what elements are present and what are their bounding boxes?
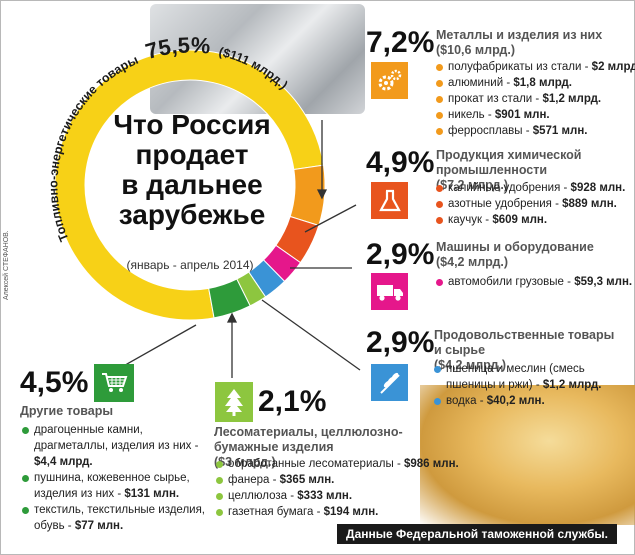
title-line: продает	[135, 139, 249, 170]
list-item: текстиль, текстильные изделия, обувь - $…	[22, 502, 212, 534]
metals-title: Металлы и изделия из них ($10,6 млрд.)	[436, 28, 626, 58]
food-leader-line	[261, 299, 361, 371]
donut-slice	[208, 278, 251, 319]
food-pct: 2,9%	[366, 326, 435, 359]
machines-title: Машины и оборудование ($4,2 млрд.)	[436, 240, 626, 270]
machines-title-text: Машины и оборудование	[436, 240, 594, 254]
chem-list: калийные удобрения - $928 млн. азотные у…	[436, 180, 625, 228]
donut-slice	[54, 49, 325, 321]
other-leader-line	[119, 324, 197, 369]
food-sum: ($4,2 млрд.)	[434, 358, 507, 372]
machines-list: автомобили грузовые - $59,3 млн.	[436, 274, 632, 290]
forest-pct: 2,1%	[258, 385, 327, 418]
list-item: алюминий - $1,8 млрд.	[436, 75, 635, 91]
food-list: пшеница и меслин (смесь пшеницы и ржи) -…	[434, 361, 635, 409]
author-credit: Алексей СТЕФАНОВ.	[3, 230, 10, 300]
chem-title: Продукция химической промышленности ($7,…	[436, 148, 626, 193]
forest-sum: ($3 млрд.)	[214, 455, 276, 469]
list-item: никель - $901 млн.	[436, 107, 635, 123]
list-item: драгоценные камни, драгметаллы, изделия …	[22, 422, 212, 470]
other-title: Другие товары	[20, 404, 114, 418]
chart-title: Что Россия продает в дальнее зарубежье	[92, 110, 292, 230]
list-item: калийные удобрения - $928 млн.	[436, 180, 625, 196]
list-item: автомобили грузовые - $59,3 млн.	[436, 274, 632, 290]
metals-title-text: Металлы и изделия из них	[436, 28, 603, 42]
list-item: пшеница и меслин (смесь пшеницы и ржи) -…	[434, 361, 635, 393]
truck-icon	[371, 273, 408, 310]
list-item: полуфабрикаты из стали - $2 млрд.	[436, 59, 635, 75]
wheat-image	[420, 385, 635, 525]
chem-pct: 4,9%	[366, 146, 435, 179]
metals-pct: 7,2%	[366, 26, 435, 59]
list-item: газетная бумага - $194 млн.	[216, 504, 459, 520]
forest-list: обработанные лесоматериалы - $986 млн. ф…	[216, 456, 459, 520]
list-item: азотные удобрения - $889 млн.	[436, 196, 625, 212]
flask-icon	[371, 182, 408, 219]
forest-title-text: Лесоматериалы, целлюлозно-бумажные издел…	[214, 425, 403, 454]
gears-icon	[371, 62, 408, 99]
other-list: драгоценные камни, драгметаллы, изделия …	[22, 422, 212, 534]
list-item: фанера - $365 млн.	[216, 472, 459, 488]
title-line: в дальнее	[121, 169, 263, 200]
food-title: Продовольственные товары и сырье ($4,2 м…	[434, 328, 624, 373]
metals-list: полуфабрикаты из стали - $2 млрд. алюмин…	[436, 59, 635, 139]
title-line: зарубежье	[118, 199, 266, 230]
machines-sum: ($4,2 млрд.)	[436, 255, 509, 269]
cart-icon	[94, 364, 134, 402]
period-label: (январь - апрель 2014)	[126, 258, 254, 272]
chem-sum: ($7,2 млрд.)	[436, 178, 509, 192]
other-pct: 4,5%	[20, 366, 89, 399]
metals-sum: ($10,6 млрд.)	[436, 43, 515, 57]
food-title-text: Продовольственные товары и сырье	[434, 328, 615, 357]
list-item: прокат из стали - $1,2 млрд.	[436, 91, 635, 107]
metals-leader-arrow	[316, 189, 328, 200]
list-item: ферросплавы - $571 млн.	[436, 123, 635, 139]
list-item: водка - $40,2 млн.	[434, 393, 635, 409]
chem-title-text: Продукция химической промышленности	[436, 148, 582, 177]
list-item: целлюлоза - $333 млн.	[216, 488, 459, 504]
chem-leader-line	[304, 204, 357, 233]
source-note: Данные Федеральной таможенной службы.	[337, 524, 617, 544]
list-item: обработанные лесоматериалы - $986 млн.	[216, 456, 459, 472]
wheat-icon	[371, 364, 408, 401]
forest-leader-arrow	[226, 312, 238, 323]
list-item: пушнина, кожевенное сырье, изделия из ни…	[22, 470, 212, 502]
title-line: Что Россия	[113, 109, 271, 140]
tree-icon	[215, 382, 253, 422]
list-item: каучук - $609 млн.	[436, 212, 625, 228]
donut-slice	[289, 164, 326, 227]
forest-title: Лесоматериалы, целлюлозно-бумажные издел…	[214, 425, 434, 470]
machines-pct: 2,9%	[366, 238, 435, 271]
